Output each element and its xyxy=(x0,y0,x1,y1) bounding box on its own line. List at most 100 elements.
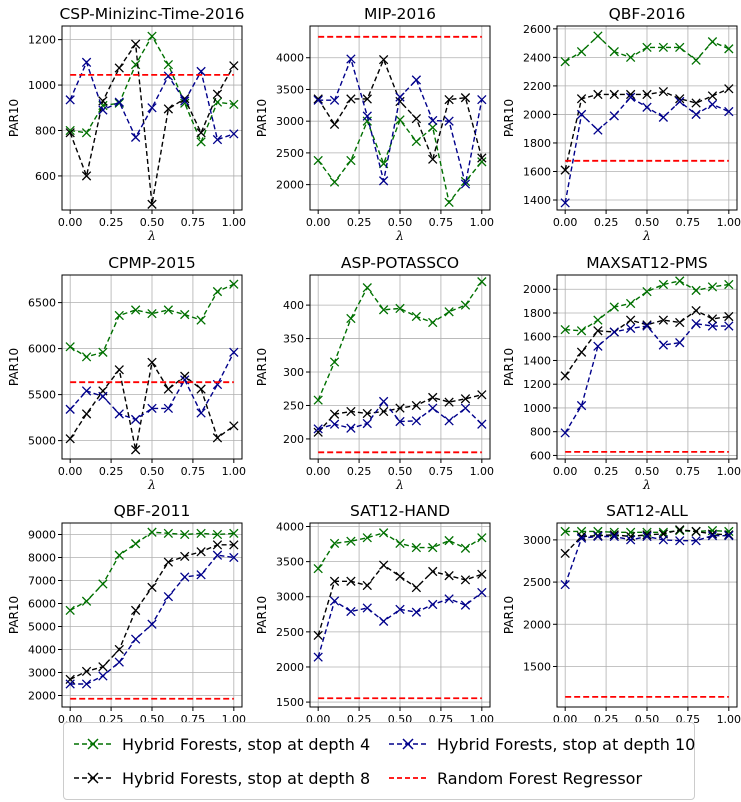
chart-6-point-hybrid-forests-stop-at-depth-8-6 xyxy=(163,557,174,567)
chart-6-point-hybrid-forests-stop-at-depth-8-2 xyxy=(98,662,108,672)
chart-3-point-hybrid-forests-stop-at-depth-8-4 xyxy=(130,445,141,455)
chart-5-series-hybrid-forests-stop-at-depth-4 xyxy=(560,276,734,336)
chart-0-y-axis-label: PAR10 xyxy=(7,99,21,137)
chart-5-point-hybrid-forests-stop-at-depth-10-1 xyxy=(576,400,587,411)
chart-4-point-hybrid-forests-stop-at-depth-4-8 xyxy=(444,307,454,317)
chart-2-x-tick-label-4: 1.00 xyxy=(717,216,741,229)
chart-2-line-hybrid-forests-stop-at-depth-4 xyxy=(564,35,730,63)
chart-5-point-hybrid-forests-stop-at-depth-8-1 xyxy=(576,347,587,357)
chart-7-point-hybrid-forests-stop-at-depth-10-8 xyxy=(444,594,454,604)
chart-0-point-hybrid-forests-stop-at-depth-8-8 xyxy=(196,128,206,138)
chart-4-point-hybrid-forests-stop-at-depth-8-6 xyxy=(411,400,422,411)
chart-3-point-hybrid-forests-stop-at-depth-4-0 xyxy=(65,342,75,352)
chart-5-point-hybrid-forests-stop-at-depth-8-5 xyxy=(642,320,652,330)
chart-0-point-hybrid-forests-stop-at-depth-10-5 xyxy=(147,103,157,113)
chart-5-point-hybrid-forests-stop-at-depth-10-9 xyxy=(707,321,718,331)
chart-3-point-hybrid-forests-stop-at-depth-8-9 xyxy=(212,433,223,443)
chart-4-point-hybrid-forests-stop-at-depth-8-5 xyxy=(395,403,405,413)
chart-5-point-hybrid-forests-stop-at-depth-10-5 xyxy=(642,321,652,331)
chart-7-point-hybrid-forests-stop-at-depth-8-5 xyxy=(395,571,405,582)
chart-5-point-hybrid-forests-stop-at-depth-4-4 xyxy=(625,298,636,309)
legend-swatch-random-forest xyxy=(389,777,427,779)
chart-4-point-hybrid-forests-stop-at-depth-4-9 xyxy=(460,300,471,310)
chart-7-point-hybrid-forests-stop-at-depth-8-7 xyxy=(428,566,438,577)
chart-7-point-hybrid-forests-stop-at-depth-8-6 xyxy=(411,582,422,593)
chart-2-point-hybrid-forests-stop-at-depth-10-0 xyxy=(560,198,570,208)
chart-3-point-hybrid-forests-stop-at-depth-4-6 xyxy=(163,305,174,315)
chart-5-x-tick-label-0: 0.00 xyxy=(553,465,578,478)
chart-5-y-tick-label-0: 600 xyxy=(530,449,551,462)
chart-2-point-hybrid-forests-stop-at-depth-4-5 xyxy=(642,42,652,53)
chart-6-point-hybrid-forests-stop-at-depth-4-4 xyxy=(130,539,141,549)
chart-1-x-tick-label-1: 0.25 xyxy=(347,216,372,229)
chart-4-point-hybrid-forests-stop-at-depth-8-0 xyxy=(313,427,323,437)
chart-1-point-hybrid-forests-stop-at-depth-4-5 xyxy=(395,115,405,125)
chart-1-line-hybrid-forests-stop-at-depth-4 xyxy=(317,118,483,204)
chart-4-series-hybrid-forests-stop-at-depth-4 xyxy=(313,277,487,405)
chart-0-point-hybrid-forests-stop-at-depth-8-1 xyxy=(81,171,92,181)
chart-3-x-tick-label-2: 0.50 xyxy=(140,465,165,478)
chart-1-point-hybrid-forests-stop-at-depth-8-7 xyxy=(428,154,438,164)
chart-4-point-hybrid-forests-stop-at-depth-8-1 xyxy=(329,409,340,419)
chart-3-point-hybrid-forests-stop-at-depth-8-3 xyxy=(114,365,124,375)
chart-2-point-hybrid-forests-stop-at-depth-8-5 xyxy=(642,89,652,100)
chart-0-point-hybrid-forests-stop-at-depth-10-9 xyxy=(212,134,223,145)
chart-7-point-hybrid-forests-stop-at-depth-10-10 xyxy=(477,587,487,598)
chart-5-title: MAXSAT12-PMS xyxy=(586,254,707,272)
chart-0-point-hybrid-forests-stop-at-depth-10-7 xyxy=(180,96,190,106)
chart-8-point-hybrid-forests-stop-at-depth-10-6 xyxy=(658,535,669,545)
chart-2-point-hybrid-forests-stop-at-depth-10-5 xyxy=(642,102,652,112)
chart-3-x-axis-label: λ xyxy=(147,477,156,492)
chart-5-point-hybrid-forests-stop-at-depth-8-10 xyxy=(724,311,734,322)
chart-7-y-tick-label-0: 1500 xyxy=(276,696,304,709)
chart-5-x-tick-label-4: 1.00 xyxy=(717,465,741,478)
chart-4-point-hybrid-forests-stop-at-depth-10-8 xyxy=(444,416,454,426)
chart-1-point-hybrid-forests-stop-at-depth-8-10 xyxy=(477,153,487,163)
chart-6-point-hybrid-forests-stop-at-depth-4-7 xyxy=(180,529,190,540)
chart-1-x-tick-label-4: 1.00 xyxy=(470,216,495,229)
chart-7-point-hybrid-forests-stop-at-depth-10-4 xyxy=(378,616,389,626)
chart-3-point-hybrid-forests-stop-at-depth-10-10 xyxy=(229,347,239,357)
chart-5-point-hybrid-forests-stop-at-depth-8-2 xyxy=(593,326,603,336)
chart-6-point-hybrid-forests-stop-at-depth-4-0 xyxy=(65,605,75,616)
chart-7-point-hybrid-forests-stop-at-depth-10-6 xyxy=(411,607,422,617)
chart-5-point-hybrid-forests-stop-at-depth-8-8 xyxy=(691,305,701,316)
chart-7-series-hybrid-forests-stop-at-depth-4 xyxy=(313,528,487,574)
chart-2-y-tick-label-3: 2000 xyxy=(523,108,551,121)
legend-item-depth-10: Hybrid Forests, stop at depth 10 xyxy=(387,733,695,755)
chart-6-point-hybrid-forests-stop-at-depth-4-1 xyxy=(81,596,92,606)
chart-3-point-hybrid-forests-stop-at-depth-10-6 xyxy=(163,403,174,414)
chart-2-point-hybrid-forests-stop-at-depth-10-2 xyxy=(593,125,603,135)
chart-3-point-hybrid-forests-stop-at-depth-4-2 xyxy=(98,347,108,357)
chart-0-point-hybrid-forests-stop-at-depth-10-0 xyxy=(65,95,75,105)
chart-8-point-hybrid-forests-stop-at-depth-8-8 xyxy=(691,526,701,537)
chart-2-point-hybrid-forests-stop-at-depth-4-9 xyxy=(707,37,718,47)
chart-0-point-hybrid-forests-stop-at-depth-8-3 xyxy=(114,63,124,73)
chart-5-point-hybrid-forests-stop-at-depth-10-2 xyxy=(593,341,603,351)
chart-6-y-tick-label-3: 5000 xyxy=(28,621,56,634)
chart-4-x-tick-label-4: 1.00 xyxy=(470,465,495,478)
chart-6-y-axis-label: PAR10 xyxy=(7,596,21,634)
chart-4-point-hybrid-forests-stop-at-depth-10-6 xyxy=(411,416,422,426)
chart-4-point-hybrid-forests-stop-at-depth-8-2 xyxy=(346,406,356,417)
chart-3-point-hybrid-forests-stop-at-depth-10-3 xyxy=(114,409,124,419)
chart-3-point-hybrid-forests-stop-at-depth-4-5 xyxy=(147,308,157,319)
chart-7-y-tick-label-1: 2000 xyxy=(276,661,304,674)
chart-3-point-hybrid-forests-stop-at-depth-4-3 xyxy=(114,310,124,321)
chart-7-point-hybrid-forests-stop-at-depth-8-10 xyxy=(477,569,487,579)
chart-5-point-hybrid-forests-stop-at-depth-10-8 xyxy=(691,319,701,329)
chart-5-point-hybrid-forests-stop-at-depth-8-4 xyxy=(625,315,636,325)
chart-1-point-hybrid-forests-stop-at-depth-4-1 xyxy=(329,177,340,187)
chart-6-point-hybrid-forests-stop-at-depth-10-5 xyxy=(147,619,157,629)
chart-2-y-tick-label-2: 1800 xyxy=(523,137,551,150)
chart-6-point-hybrid-forests-stop-at-depth-8-8 xyxy=(196,547,206,557)
chart-3-point-hybrid-forests-stop-at-depth-10-8 xyxy=(196,408,206,418)
chart-1-point-hybrid-forests-stop-at-depth-4-0 xyxy=(313,155,323,166)
legend-label-depth-4: Hybrid Forests, stop at depth 4 xyxy=(122,734,371,754)
chart-1-y-tick-label-4: 4000 xyxy=(276,52,304,65)
chart-2-point-hybrid-forests-stop-at-depth-8-6 xyxy=(658,86,669,97)
chart-1-point-hybrid-forests-stop-at-depth-8-6 xyxy=(411,113,422,124)
chart-3-point-hybrid-forests-stop-at-depth-8-7 xyxy=(180,371,190,381)
chart-1-point-hybrid-forests-stop-at-depth-8-4 xyxy=(378,54,389,65)
